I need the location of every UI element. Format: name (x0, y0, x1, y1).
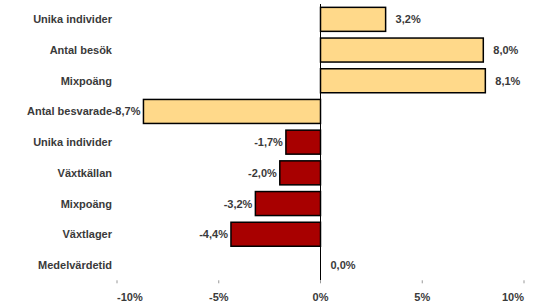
data-label: 0,0% (331, 259, 356, 271)
category-label: Unika individer (33, 13, 113, 25)
data-label: -2,0% (248, 167, 277, 179)
data-label: -8,7% (112, 105, 141, 117)
tick-label: 5% (414, 291, 430, 303)
tick-label: 10% (502, 291, 524, 303)
category-label: Antal besvarade (27, 105, 112, 117)
bar (280, 161, 321, 185)
bar (286, 130, 321, 154)
chart: Unika individer 3,2% Antal besök 8,0% Mixpoä… (0, 0, 535, 307)
bar (321, 7, 386, 31)
tick (320, 280, 321, 283)
tick (117, 280, 118, 283)
data-label: -1,7% (254, 136, 283, 148)
data-label: 8,0% (493, 44, 518, 56)
category-label: Mixpoäng (61, 198, 112, 210)
category-label: Växtkällan (58, 167, 113, 179)
bar (231, 222, 321, 246)
data-label: -4,4% (199, 228, 228, 240)
data-label: 3,2% (396, 13, 421, 25)
bars (143, 7, 485, 246)
category-label: Unika individer (33, 136, 113, 148)
data-label: -3,2% (224, 198, 253, 210)
category-label: Antal besök (50, 44, 113, 56)
bar (255, 192, 320, 216)
category-label: Medelvärdetid (38, 259, 112, 271)
category-label: Växtlager (62, 228, 112, 240)
tick-label: -10% (117, 291, 143, 303)
bar (321, 38, 484, 62)
labels: Unika individer 3,2% Antal besök 8,0% Mixpoä… (27, 13, 521, 271)
zero-line (320, 4, 321, 280)
tick-label: 0% (313, 291, 329, 303)
bar (321, 69, 486, 93)
tick (218, 280, 219, 283)
tick-label: -5% (209, 291, 229, 303)
bar (143, 99, 320, 123)
tick (524, 280, 525, 283)
category-label: Mixpoäng (61, 75, 112, 87)
tick (422, 280, 423, 283)
data-label: 8,1% (495, 75, 520, 87)
